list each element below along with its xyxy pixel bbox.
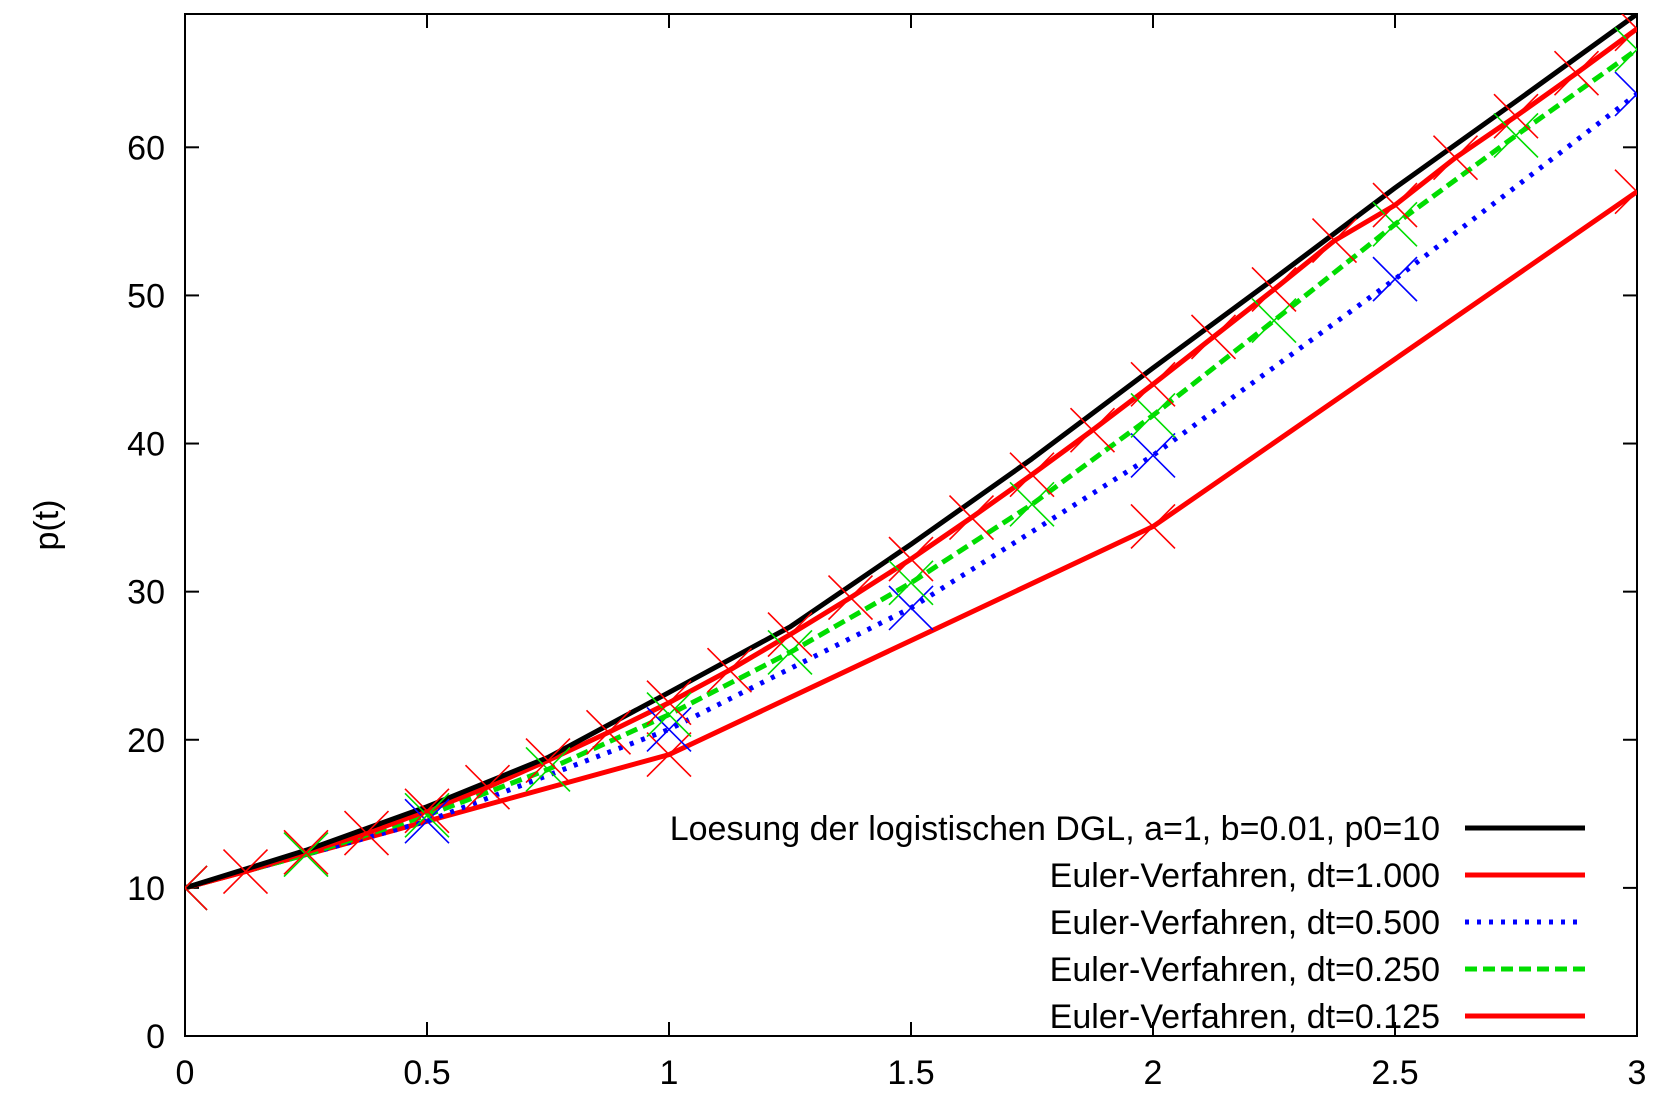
series-marker-2 bbox=[646, 706, 692, 752]
series-line-0 bbox=[185, 14, 1637, 891]
series-marker-4 bbox=[1069, 407, 1116, 453]
series-marker-2 bbox=[1614, 71, 1637, 117]
series-marker-4 bbox=[646, 680, 692, 726]
x-tick-label: 2 bbox=[1144, 1054, 1163, 1092]
series-marker-4 bbox=[222, 849, 269, 895]
y-tick-label: 10 bbox=[127, 870, 165, 908]
x-tick-label: 0.5 bbox=[403, 1054, 450, 1092]
series-marker-4 bbox=[464, 764, 511, 810]
x-tick-label: 1 bbox=[660, 1054, 679, 1092]
series-marker-3 bbox=[646, 692, 692, 738]
series-marker-4 bbox=[1311, 218, 1358, 264]
legend-label-2: Euler-Verfahren, dt=0.500 bbox=[1050, 904, 1440, 942]
y-tick-label: 60 bbox=[127, 129, 165, 167]
legend: Loesung der logistischen DGL, a=1, b=0.0… bbox=[670, 810, 1585, 1036]
series-marker-4 bbox=[1251, 266, 1297, 313]
series-marker-1 bbox=[1614, 169, 1637, 215]
series-marker-3 bbox=[767, 629, 813, 675]
series-marker-1 bbox=[646, 732, 692, 778]
series-marker-1 bbox=[1130, 503, 1176, 550]
series-marker-3 bbox=[1493, 112, 1539, 159]
y-tick-label: 30 bbox=[127, 574, 165, 612]
series-marker-3 bbox=[888, 560, 934, 606]
x-tick-label: 2.5 bbox=[1371, 1054, 1418, 1092]
series-marker-4 bbox=[1190, 314, 1237, 360]
series-marker-4 bbox=[185, 865, 208, 911]
y-tick-label: 40 bbox=[127, 426, 165, 464]
series-marker-4 bbox=[827, 575, 874, 621]
series-line-3 bbox=[185, 47, 1637, 891]
series-marker-4 bbox=[585, 709, 632, 755]
series-marker-4 bbox=[1432, 135, 1479, 181]
series-marker-4 bbox=[1130, 361, 1176, 407]
series-line-4 bbox=[185, 26, 1637, 891]
series-marker-3 bbox=[404, 792, 450, 838]
legend-label-3: Euler-Verfahren, dt=0.250 bbox=[1050, 951, 1440, 989]
legend-label-0: Loesung der logistischen DGL, a=1, b=0.0… bbox=[670, 810, 1440, 848]
y-tick-label: 20 bbox=[127, 722, 165, 760]
series-marker-3 bbox=[1009, 481, 1055, 527]
series-marker-3 bbox=[283, 831, 329, 878]
series-marker-4 bbox=[1553, 50, 1600, 96]
series-line-1 bbox=[185, 189, 1637, 891]
series-marker-4 bbox=[404, 788, 450, 834]
series-marker-4 bbox=[1372, 182, 1418, 228]
legend-label-4: Euler-Verfahren, dt=0.125 bbox=[1050, 998, 1440, 1036]
series-marker-4 bbox=[1493, 93, 1539, 139]
x-tick-label: 3 bbox=[1628, 1054, 1647, 1092]
series-marker-3 bbox=[525, 746, 571, 792]
series-marker-2 bbox=[1372, 256, 1418, 302]
series-line-2 bbox=[185, 92, 1637, 891]
series-marker-3 bbox=[1372, 201, 1418, 247]
series-marker-4 bbox=[343, 810, 390, 856]
y-axis-label: p(t) bbox=[28, 500, 66, 551]
x-tick-label: 1.5 bbox=[887, 1054, 934, 1092]
series-marker-4 bbox=[283, 829, 329, 875]
series-marker-4 bbox=[948, 495, 995, 541]
series-marker-4 bbox=[706, 647, 753, 693]
series-marker-2 bbox=[1130, 432, 1176, 478]
series-marker-4 bbox=[767, 612, 813, 658]
series-marker-4 bbox=[1009, 452, 1055, 498]
legend-label-1: Euler-Verfahren, dt=1.000 bbox=[1050, 857, 1440, 895]
x-tick-label: 0 bbox=[176, 1054, 195, 1092]
series-marker-3 bbox=[1614, 26, 1637, 73]
series-marker-2 bbox=[404, 798, 450, 844]
series-marker-4 bbox=[1614, 14, 1637, 52]
series-marker-4 bbox=[888, 536, 934, 582]
series-marker-3 bbox=[1130, 392, 1176, 438]
y-tick-label: 0 bbox=[146, 1018, 165, 1056]
y-tick-label: 50 bbox=[127, 277, 165, 315]
series-marker-3 bbox=[1251, 298, 1297, 344]
series-marker-2 bbox=[888, 585, 934, 631]
series-marker-4 bbox=[525, 737, 571, 784]
